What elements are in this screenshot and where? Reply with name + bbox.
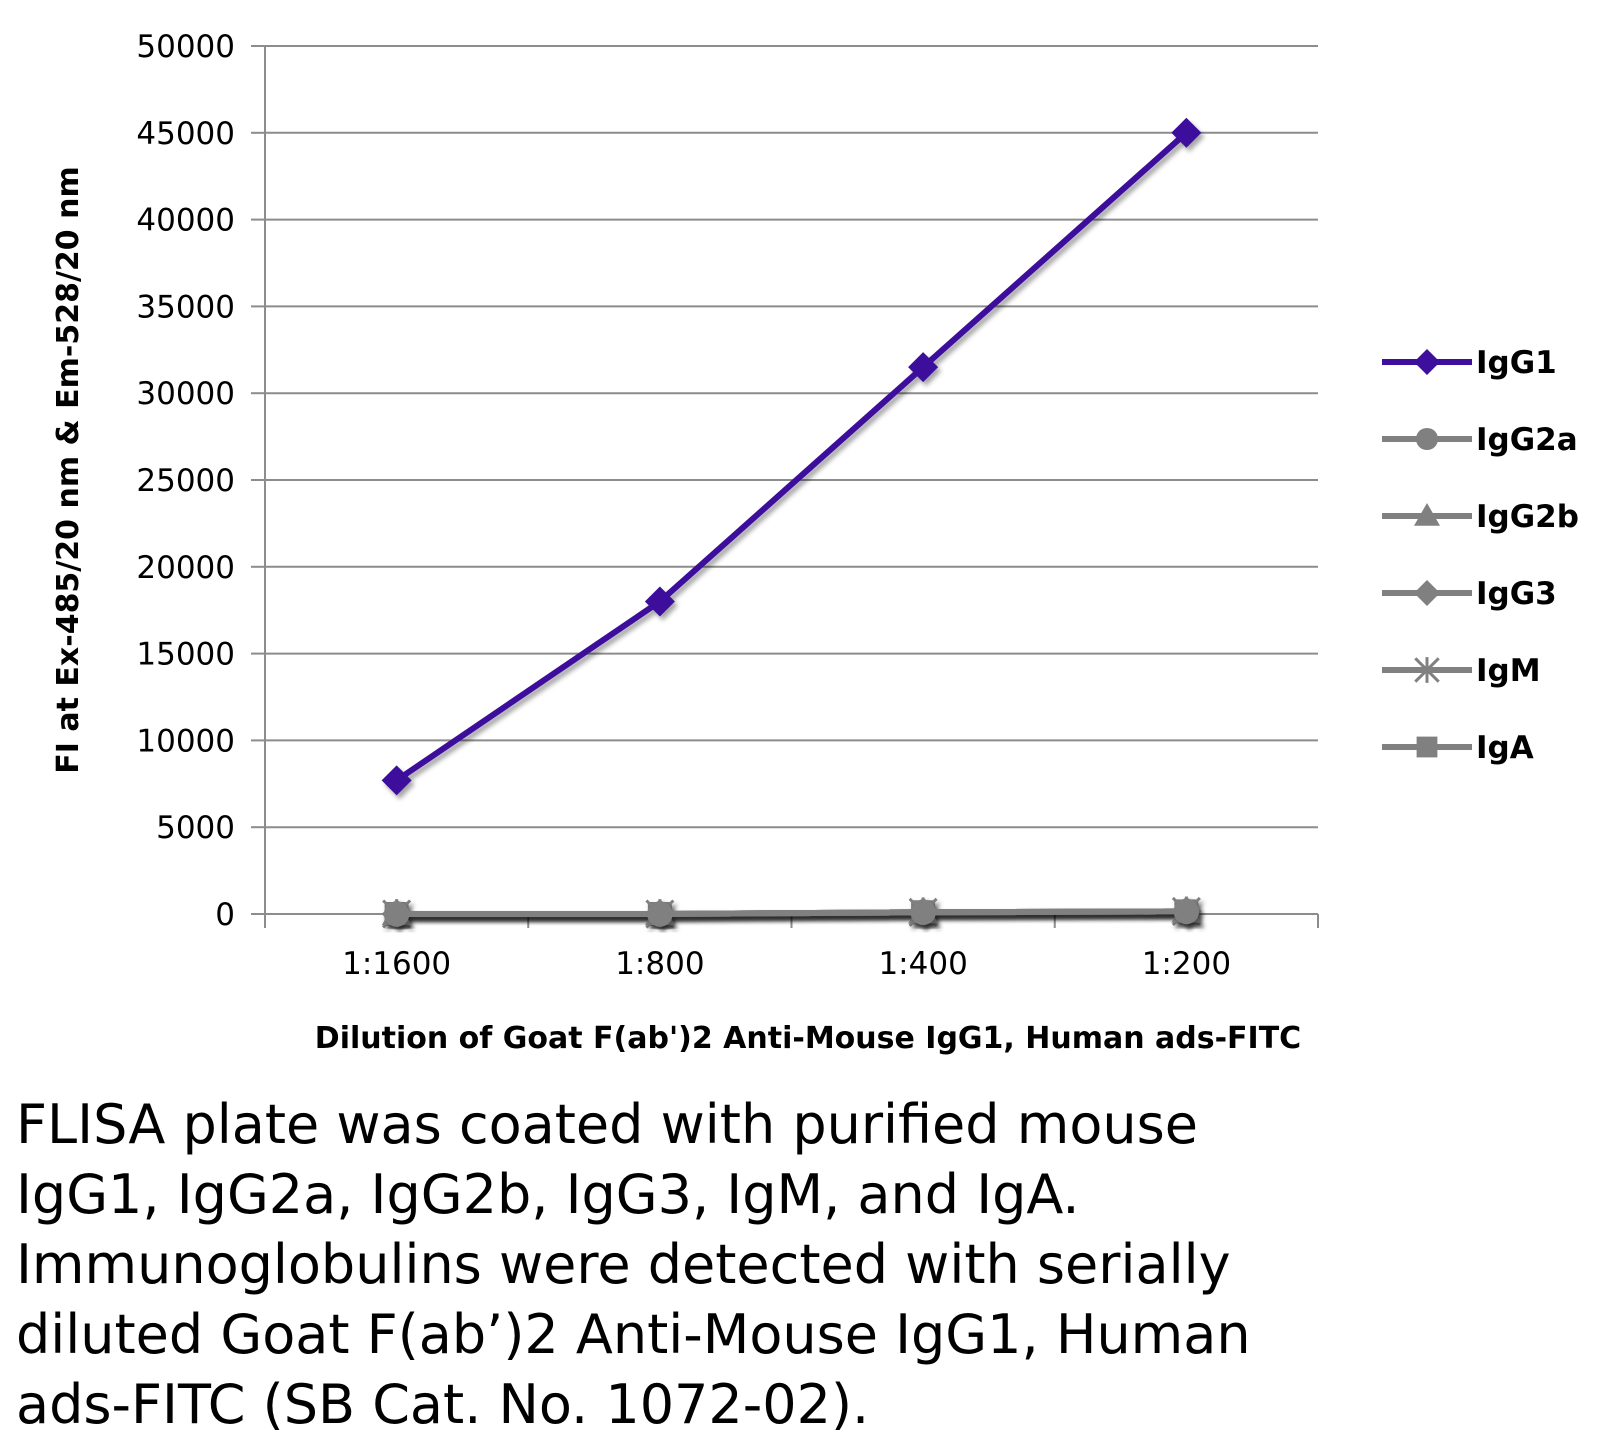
figure-caption: FLISA plate was coated with purified mou… — [16, 1093, 1251, 1436]
x-axis-title: Dilution of Goat F(ab')2 Anti-Mouse IgG1… — [315, 1021, 1301, 1056]
series-line-igg2a — [396, 908, 1187, 917]
y-axis-title: FI at Ex-485/20 nm & Em-528/20 nm — [51, 166, 86, 773]
line-chart: 0 5000 10000 15000 20000 25000 30000 35000 40000… — [51, 29, 1579, 1056]
legend-marker-igg2b — [1414, 503, 1440, 526]
legend-marker-igg3 — [1414, 580, 1440, 606]
legend-item-igg2b: IgG2b — [1382, 499, 1579, 535]
legend-item-igm: IgM — [1382, 653, 1541, 689]
legend-label: IgG3 — [1476, 576, 1557, 612]
legend-label: IgM — [1476, 653, 1541, 689]
y-tick-labels: 0 5000 10000 15000 20000 25000 30000 35000 40000… — [136, 29, 235, 933]
legend-item-iga: IgA — [1382, 730, 1534, 766]
data-series — [381, 117, 1202, 929]
legend-label: IgG1 — [1476, 345, 1557, 381]
y-tick-label: 25000 — [136, 463, 235, 499]
data-point-igg1 — [1171, 117, 1202, 148]
y-tick-label: 15000 — [136, 637, 235, 673]
data-point-igg2a — [910, 899, 936, 926]
data-point-igg1 — [908, 352, 939, 383]
data-point-igg1 — [381, 765, 412, 796]
data-point-igg1 — [644, 586, 675, 617]
y-tick-label: 10000 — [136, 723, 235, 759]
legend-label: IgG2b — [1476, 499, 1579, 535]
x-tick-label: 1:400 — [878, 946, 967, 982]
legend-marker-igg1 — [1414, 349, 1440, 375]
data-point-igg2a — [647, 901, 673, 927]
y-tick-label: 20000 — [136, 550, 235, 586]
legend-marker-igm — [1414, 657, 1440, 683]
legend-item-igg2a: IgG2a — [1382, 422, 1578, 458]
legend-item-igg3: IgG3 — [1382, 576, 1557, 612]
series-igg1 — [381, 117, 1202, 796]
data-point-igg2a — [1173, 898, 1200, 925]
legend: IgG1 IgG2a IgG2b IgG3 IgM IgA — [1382, 345, 1579, 766]
series-line-igg1 — [394, 130, 1189, 783]
y-tick-label: 45000 — [136, 116, 235, 152]
y-tick-label: 0 — [215, 897, 235, 933]
x-tick-label: 1:800 — [615, 946, 704, 982]
y-tick-label: 5000 — [156, 810, 235, 846]
legend-label: IgA — [1476, 730, 1534, 766]
legend-item-igg1: IgG1 — [1382, 345, 1557, 381]
y-tick-label: 35000 — [136, 289, 235, 325]
y-tick-label: 50000 — [136, 29, 235, 65]
legend-marker-iga — [1416, 736, 1438, 758]
y-tick-label: 30000 — [136, 376, 235, 412]
legend-marker-igg2a — [1415, 427, 1439, 451]
gridlines — [265, 45, 1318, 829]
y-tick-label: 40000 — [136, 203, 235, 239]
x-tick-label: 1:200 — [1142, 946, 1231, 982]
x-tick-label: 1:1600 — [342, 946, 451, 982]
series-igg2a — [383, 898, 1200, 927]
data-point-igg2a — [383, 901, 410, 927]
legend-label: IgG2a — [1476, 422, 1578, 458]
x-tick-labels: 1:1600 1:800 1:400 1:200 — [342, 946, 1231, 982]
